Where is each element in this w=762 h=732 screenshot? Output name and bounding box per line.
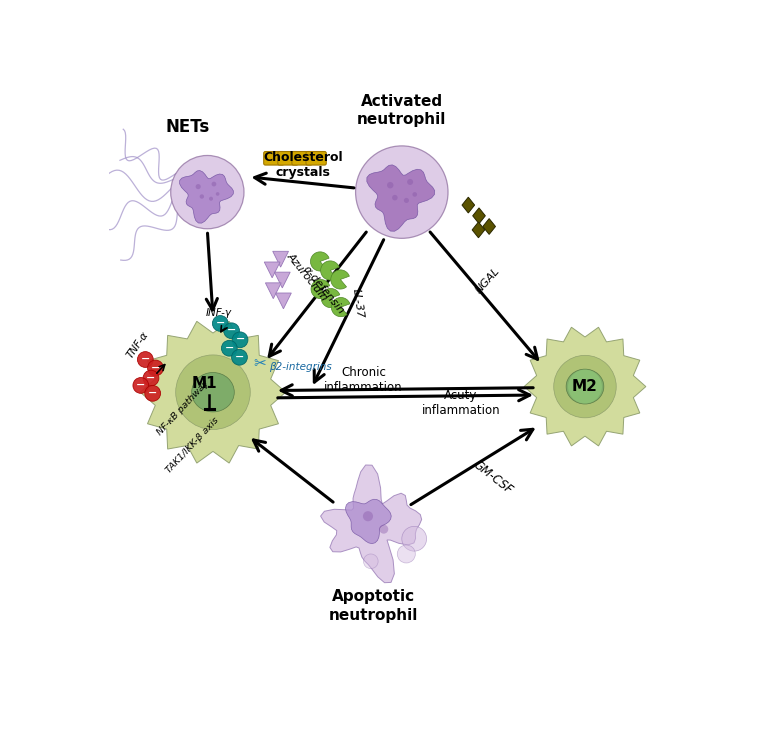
Circle shape [222,340,237,356]
Text: LL-37: LL-37 [351,288,365,318]
Text: −: − [136,380,146,390]
Ellipse shape [566,369,604,404]
Polygon shape [264,262,280,277]
Text: −: − [225,343,234,353]
Polygon shape [265,283,281,299]
Circle shape [397,545,415,563]
Text: Chronic
inflammation: Chronic inflammation [324,366,403,394]
Text: NGAL: NGAL [473,266,501,296]
FancyBboxPatch shape [292,152,312,165]
Polygon shape [345,499,391,544]
Text: α-defensin: α-defensin [302,264,347,315]
Text: NETs: NETs [165,118,210,135]
Circle shape [232,349,248,365]
Text: TAK1/IKK-β axis: TAK1/IKK-β axis [164,416,220,475]
Text: β2-integrins: β2-integrins [269,362,331,373]
Circle shape [402,526,427,551]
Text: M2: M2 [572,379,598,394]
Polygon shape [472,208,485,224]
Text: −: − [148,388,158,397]
Polygon shape [321,465,421,583]
Wedge shape [331,297,350,317]
Polygon shape [524,327,646,446]
Circle shape [407,179,413,185]
Text: TNF-α: TNF-α [125,330,151,361]
Polygon shape [276,293,291,309]
Wedge shape [321,261,339,280]
Polygon shape [140,321,286,463]
Circle shape [412,192,417,197]
Text: −: − [146,373,155,383]
Circle shape [145,386,161,401]
Text: Cholesterol
crystals: Cholesterol crystals [264,151,343,179]
Circle shape [232,332,248,348]
Text: −: − [216,318,225,328]
Text: Activated
neutrophil: Activated neutrophil [357,94,447,127]
Text: Azurocidin: Azurocidin [285,251,329,302]
Text: −: − [235,351,244,362]
Circle shape [363,554,378,569]
Circle shape [196,184,200,189]
Circle shape [148,360,163,376]
Text: −: − [235,335,245,344]
Circle shape [200,194,204,198]
Text: Acuty
inflammation: Acuty inflammation [421,389,501,417]
Circle shape [224,323,239,339]
Text: −: − [151,362,160,373]
Polygon shape [367,165,434,231]
Circle shape [212,182,216,187]
Polygon shape [180,171,233,223]
Wedge shape [322,288,340,307]
Text: INF-γ: INF-γ [207,308,232,318]
Text: −: − [141,354,150,364]
Circle shape [133,378,149,393]
Circle shape [176,355,250,430]
Polygon shape [274,272,290,288]
Circle shape [554,355,616,418]
Circle shape [213,315,228,332]
Ellipse shape [192,373,234,412]
Wedge shape [310,252,329,271]
Circle shape [568,370,602,403]
Circle shape [209,197,213,201]
Polygon shape [483,219,495,234]
Text: ✂: ✂ [254,356,266,372]
Circle shape [392,195,398,201]
Circle shape [356,146,448,239]
FancyBboxPatch shape [306,152,326,165]
Text: Apoptotic
neutrophil: Apoptotic neutrophil [329,589,418,623]
Polygon shape [472,222,485,238]
Circle shape [143,370,158,386]
Polygon shape [462,197,475,213]
FancyBboxPatch shape [278,152,298,165]
Circle shape [171,155,244,229]
Text: −: − [227,325,236,335]
Wedge shape [331,270,349,289]
Circle shape [363,511,373,521]
Text: GM-CSF: GM-CSF [471,458,515,497]
Circle shape [387,182,393,188]
Polygon shape [273,251,289,267]
Circle shape [404,198,409,203]
Circle shape [216,192,219,195]
Circle shape [379,525,389,534]
FancyBboxPatch shape [264,152,284,165]
Text: NF-κB pathway: NF-κB pathway [155,378,211,437]
Circle shape [137,351,153,367]
Wedge shape [311,280,330,299]
Text: M1: M1 [192,376,217,391]
